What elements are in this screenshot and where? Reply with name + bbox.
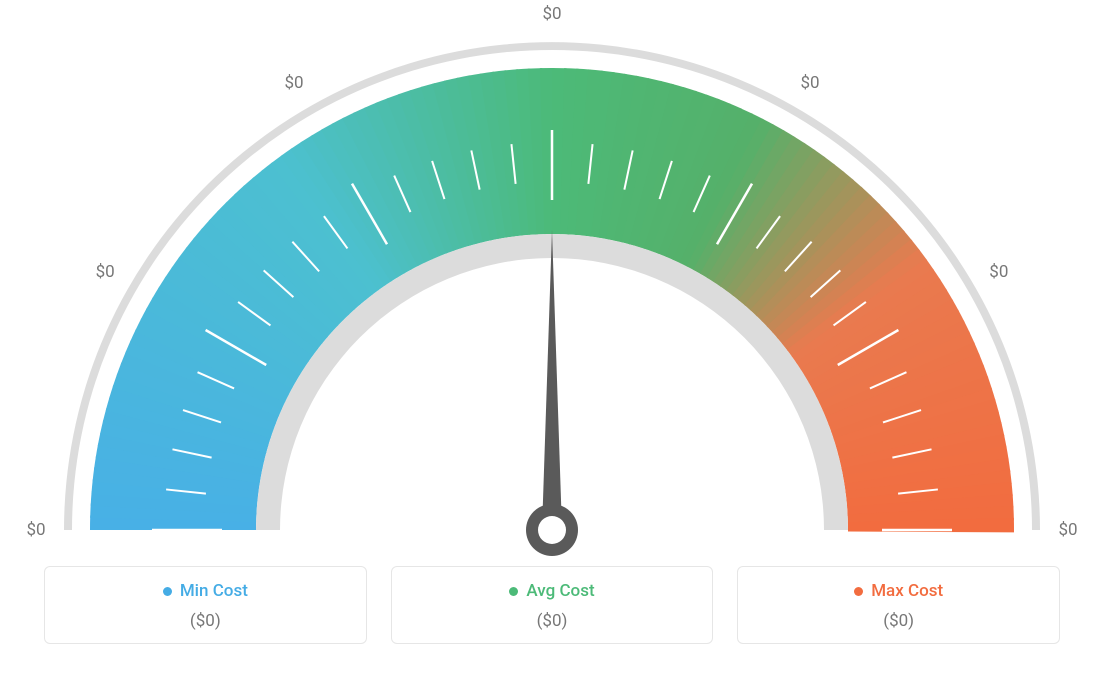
legend-card-min: Min Cost ($0) (44, 566, 367, 644)
legend-dot-max (854, 587, 863, 596)
legend-card-max: Max Cost ($0) (737, 566, 1060, 644)
legend-value-min: ($0) (55, 611, 356, 631)
gauge-tick-label: $0 (96, 262, 115, 282)
legend-label-max: Max Cost (871, 581, 943, 601)
legend-value-max: ($0) (748, 611, 1049, 631)
gauge-tick-label: $0 (26, 520, 45, 540)
legend-dot-min (163, 587, 172, 596)
gauge-tick-label: $0 (1058, 520, 1077, 540)
gauge-tick-label: $0 (989, 262, 1008, 282)
legend-card-avg: Avg Cost ($0) (391, 566, 714, 644)
gauge-svg (0, 0, 1104, 560)
cost-gauge-chart: $0 $0 $0 $0 $0 $0 $0 (0, 0, 1104, 560)
legend-dot-avg (509, 587, 518, 596)
legend-label-min: Min Cost (180, 581, 248, 601)
gauge-tick-label: $0 (542, 4, 561, 24)
gauge-tick-label: $0 (284, 73, 303, 93)
legend-value-avg: ($0) (402, 611, 703, 631)
legend-row: Min Cost ($0) Avg Cost ($0) Max Cost ($0… (0, 566, 1104, 644)
legend-label-avg: Avg Cost (526, 581, 594, 601)
gauge-tick-label: $0 (800, 73, 819, 93)
